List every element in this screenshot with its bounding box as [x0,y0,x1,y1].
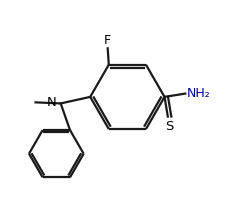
Text: F: F [104,34,111,47]
Text: N: N [47,96,57,109]
Text: S: S [165,121,174,134]
Text: NH₂: NH₂ [186,87,210,100]
